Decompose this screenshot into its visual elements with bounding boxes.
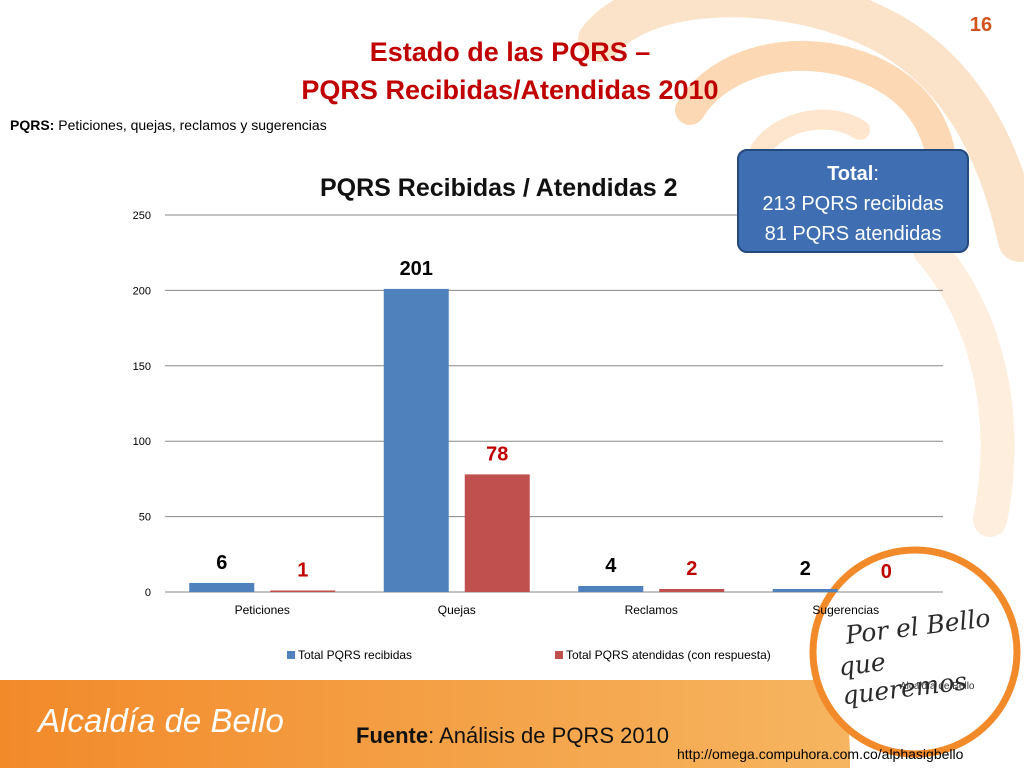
source-label: Fuente — [356, 723, 429, 748]
definition-label: PQRS: — [10, 117, 55, 133]
bar — [464, 474, 530, 592]
bar — [578, 585, 644, 592]
footer-band — [0, 680, 850, 768]
totals-callout: Total: 213 PQRS recibidas 81 PQRS atendi… — [737, 149, 969, 253]
data-label: 2 — [686, 558, 697, 580]
chart-title: PQRS Recibidas / Atendidas 2 — [320, 174, 678, 202]
bar — [659, 588, 725, 592]
x-tick-label: Reclamos — [625, 603, 678, 617]
data-label: 0 — [881, 561, 892, 583]
x-tick-label: Peticiones — [235, 603, 290, 617]
slide-title-line1: Estado de las PQRS – — [369, 37, 651, 67]
footer-logo: Alcaldía de Bello — [38, 702, 284, 739]
callout-colon: : — [873, 163, 879, 185]
data-label: 78 — [486, 443, 508, 465]
callout-label: Total — [827, 163, 874, 185]
data-label: 4 — [605, 555, 617, 577]
legend-swatch — [287, 651, 295, 659]
legend-swatch — [555, 651, 563, 659]
bar — [270, 590, 336, 592]
bar — [772, 588, 838, 592]
legend-label: Total PQRS atendidas (con respuesta) — [566, 648, 771, 662]
seal-logo: Por el Bello que queremos Alcaldía de Be… — [818, 598, 1014, 710]
x-tick-label: Sugerencias — [812, 603, 879, 617]
x-tick-label: Quejas — [438, 603, 476, 617]
definition-text: Peticiones, quejas, reclamos y sugerenci… — [54, 117, 327, 133]
y-tick-label: 0 — [145, 587, 151, 599]
callout-attended: 81 PQRS atendidas — [764, 223, 942, 245]
data-label: 201 — [400, 258, 433, 280]
y-tick-label: 250 — [133, 210, 151, 222]
bar — [189, 582, 255, 592]
slide-title-line2: PQRS Recibidas/Atendidas 2010 — [301, 75, 719, 105]
y-tick-label: 150 — [133, 361, 151, 373]
y-tick-label: 200 — [133, 285, 151, 297]
source-text: : Análisis de PQRS 2010 — [428, 723, 670, 748]
data-label: 2 — [800, 558, 811, 580]
callout-received: 213 PQRS recibidas — [762, 193, 944, 215]
slide-number: 16 — [969, 14, 993, 36]
data-label: 1 — [297, 559, 308, 581]
seal-line3: Alcaldía de Bello — [900, 681, 975, 692]
slide-title: Estado de las PQRS – PQRS Recibidas/Aten… — [230, 33, 790, 109]
source-url[interactable]: http://omega.compuhora.com.co/alphasigbe… — [677, 746, 964, 762]
y-tick-label: 50 — [139, 512, 151, 524]
bar — [383, 288, 449, 592]
seal-circle — [809, 546, 1021, 758]
y-tick-label: 100 — [133, 436, 151, 448]
legend-label: Total PQRS recibidas — [298, 648, 412, 662]
data-label: 6 — [216, 552, 227, 574]
source-note: Fuente: Análisis de PQRS 2010 — [356, 723, 669, 749]
pqrs-definition: PQRS: Peticiones, quejas, reclamos y sug… — [10, 117, 327, 133]
